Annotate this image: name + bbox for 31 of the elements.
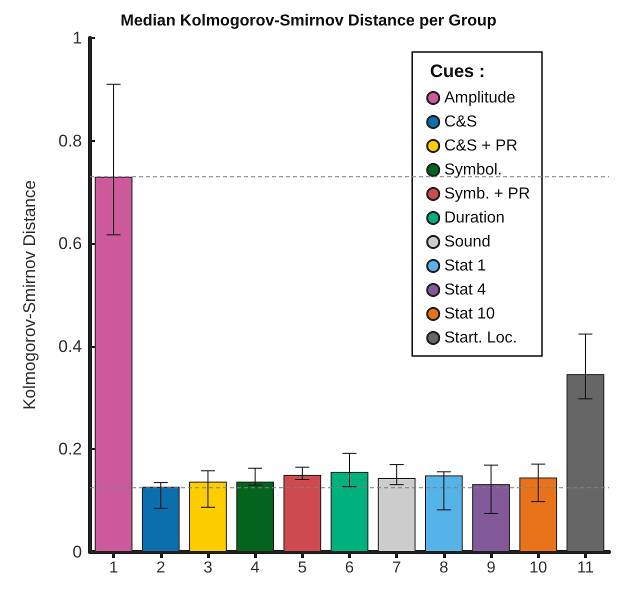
y-tick-label: 1 — [72, 28, 82, 48]
legend-label: Stat 1 — [444, 258, 486, 274]
x-tick-label: 8 — [439, 560, 448, 576]
x-tick-label: 10 — [529, 560, 548, 576]
x-tick-label: 2 — [156, 560, 166, 576]
y-tick-label: 0 — [72, 542, 82, 562]
legend-label: C&S + PR — [444, 138, 518, 154]
legend-label: Stat 10 — [444, 306, 495, 322]
legend-label: Start. Loc. — [444, 330, 518, 346]
y-axis-title: Kolmogorov-Smirnov Distance — [20, 180, 39, 410]
legend-label: Stat 4 — [444, 282, 486, 298]
legend-label: Sound — [444, 234, 490, 250]
x-tick-label: 5 — [298, 560, 307, 576]
legend-label: Duration — [444, 210, 505, 226]
x-tick-label: 9 — [486, 560, 496, 576]
legend-label: Amplitude — [444, 90, 516, 106]
chart-title: Median Kolmogorov-Smirnov Distance per Group — [120, 12, 497, 30]
legend-title: Cues : — [430, 61, 486, 81]
legend-label: C&S — [444, 114, 478, 130]
x-tick-label: 7 — [392, 560, 402, 576]
y-tick-label: 0.6 — [58, 234, 82, 254]
legend-label: Symb. + PR — [444, 186, 530, 202]
y-tick-label: 0.4 — [58, 336, 82, 356]
x-tick-label: 3 — [204, 560, 212, 576]
x-tick-label: 4 — [250, 560, 260, 576]
y-tick-label: 0.8 — [58, 131, 82, 150]
legend-label: Symbol. — [444, 162, 502, 178]
x-tick-label: 11 — [577, 560, 594, 576]
y-tick-label: 0.2 — [58, 440, 82, 459]
x-tick-label: 1 — [109, 560, 118, 576]
x-tick-label: 6 — [345, 560, 354, 576]
